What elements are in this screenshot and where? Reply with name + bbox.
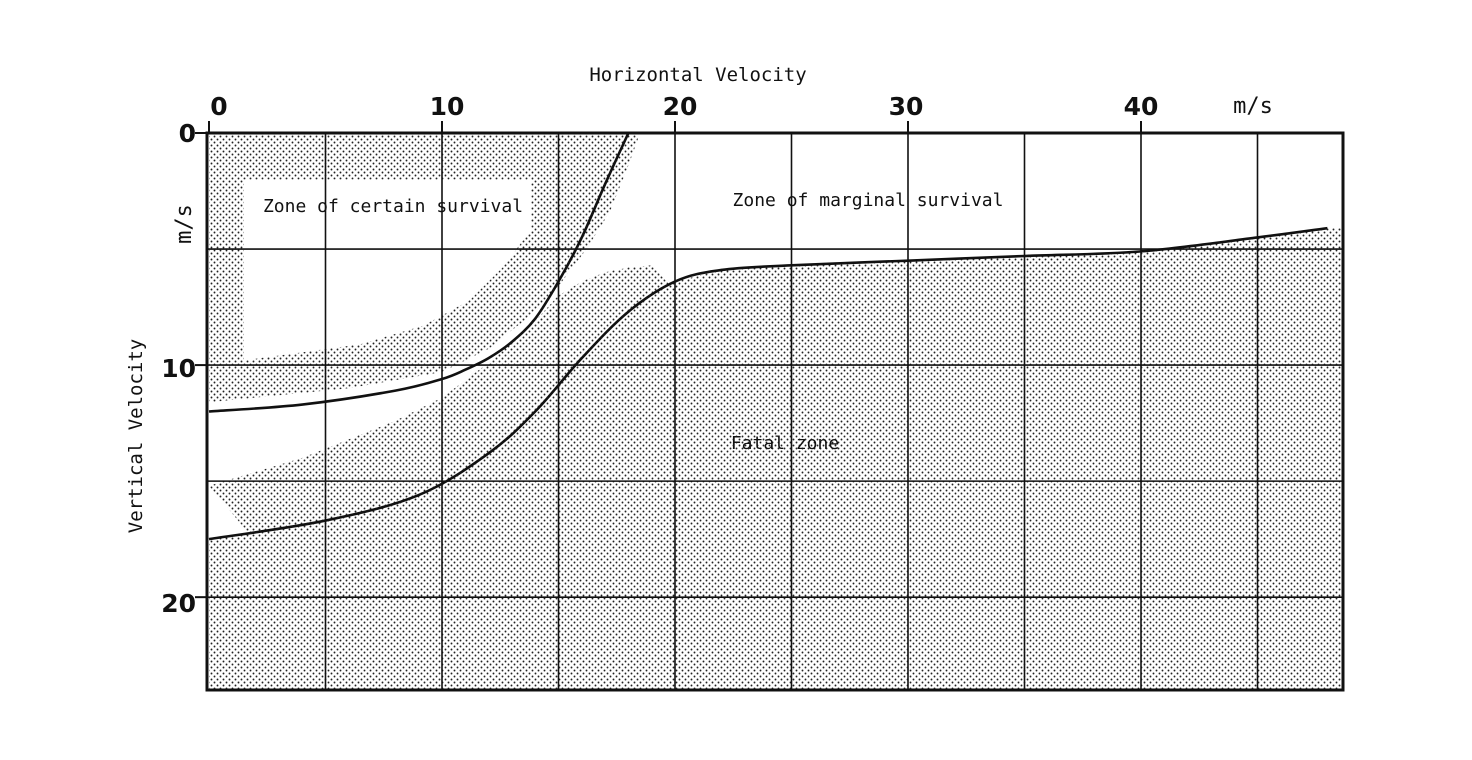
zone-label-marginal-survival: Zone of marginal survival — [733, 190, 1004, 211]
y-tick-label-0: 0 — [179, 119, 196, 148]
zone-label-certain-survival: Zone of certain survival — [263, 196, 523, 217]
fatal-transition-band — [209, 265, 722, 598]
y-tick-label-10: 10 — [161, 354, 196, 383]
x-tick-label-10: 10 — [430, 92, 465, 121]
y-axis-title: Vertical Velocity — [125, 339, 147, 533]
boundary-curves — [208, 133, 1328, 541]
x-tick-label-30: 30 — [889, 92, 924, 121]
plot-frame — [205, 131, 1345, 692]
x-tick-label-40: 40 — [1124, 92, 1159, 121]
certain-survival-boundary-curve — [208, 133, 630, 413]
zone-label-fatal: Fatal zone — [731, 433, 839, 454]
certain-survival-band — [209, 133, 641, 403]
x-axis-title: Horizontal Velocity — [589, 64, 806, 86]
x-axis-unit: m/s — [1233, 94, 1273, 119]
x-tick-label-20: 20 — [663, 92, 698, 121]
shaded-band-layer — [209, 133, 1343, 690]
y-axis-unit: m/s — [172, 204, 197, 244]
y-tick-label-20: 20 — [161, 589, 196, 618]
x-tick-label-0: 0 — [210, 92, 227, 121]
axis-tick-marks — [195, 121, 1142, 599]
fatal-zone-boundary-curve — [208, 226, 1328, 541]
fatal-zone-shading — [209, 228, 1343, 690]
